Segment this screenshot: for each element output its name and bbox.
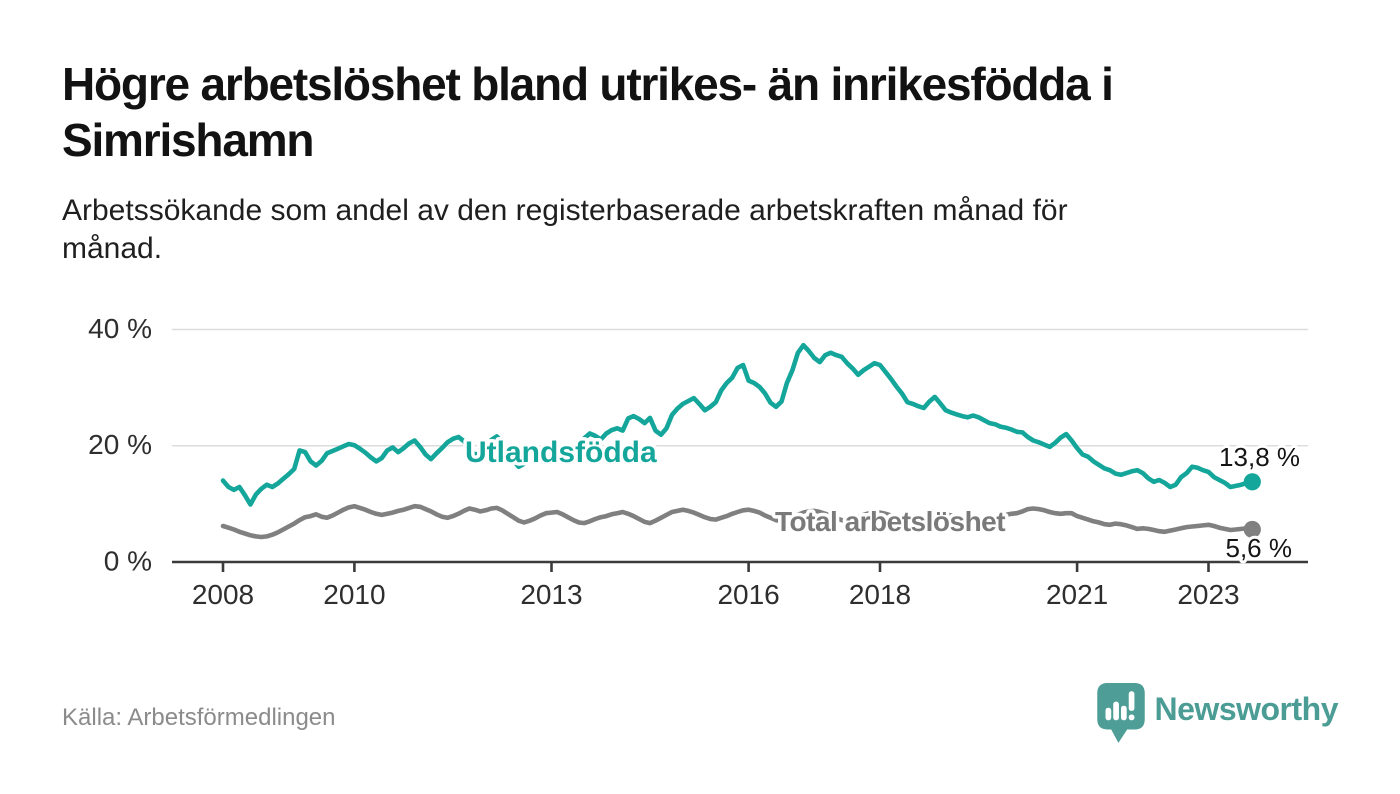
- x-axis-label: 2023: [1177, 579, 1239, 610]
- logo-exclamation-bar: [1128, 691, 1134, 711]
- logo-exclamation-dot: [1128, 714, 1134, 721]
- x-axis-label: 2018: [849, 579, 911, 610]
- y-axis-label: 40 %: [88, 313, 152, 344]
- series-label: Utlandsfödda: [465, 436, 657, 469]
- page-subtitle: Arbetssökande som andel av den registerb…: [62, 192, 1282, 268]
- x-axis-label: 2008: [192, 579, 254, 610]
- newsworthy-logo: Newsworthy: [1096, 682, 1339, 746]
- y-axis-label: 20 %: [88, 429, 152, 460]
- x-axis-label: 2010: [323, 579, 385, 610]
- series-line-total: [220, 503, 1255, 540]
- newsworthy-logo-icon: [1096, 683, 1145, 743]
- series-line-utlandsfodda: [220, 342, 1255, 507]
- y-axis-label: 0 %: [104, 545, 152, 576]
- source-note: Källa: Arbetsförmedlingen: [62, 704, 336, 731]
- logo-bar-2: [1112, 701, 1119, 721]
- series-end-dot: [1243, 520, 1261, 539]
- x-axis-label: 2016: [717, 579, 779, 610]
- logo-bar-1: [1105, 707, 1111, 721]
- x-axis-label: 2013: [520, 579, 582, 610]
- page-title-line1: Högre arbetslöshet bland utrikes- än inr…: [62, 58, 1114, 110]
- series-end-dot: [1243, 473, 1261, 491]
- series-end-value-label: 5,6 %: [1226, 533, 1293, 563]
- logo-bar-3: [1120, 705, 1127, 721]
- newsworthy-wordmark: Newsworthy: [1154, 691, 1339, 727]
- page-title-line2: Simrishamn: [62, 114, 315, 166]
- page-title: Högre arbetslöshet bland utrikes- än inr…: [62, 56, 1352, 168]
- page-subtitle-line1: Arbetssökande som andel av den registerb…: [62, 194, 1068, 227]
- series-label: Total arbetslöshet: [775, 506, 1005, 537]
- series-end-value-label: 13,8 %: [1219, 442, 1300, 472]
- page-subtitle-line2: månad.: [62, 232, 163, 265]
- x-axis-label: 2021: [1046, 579, 1108, 610]
